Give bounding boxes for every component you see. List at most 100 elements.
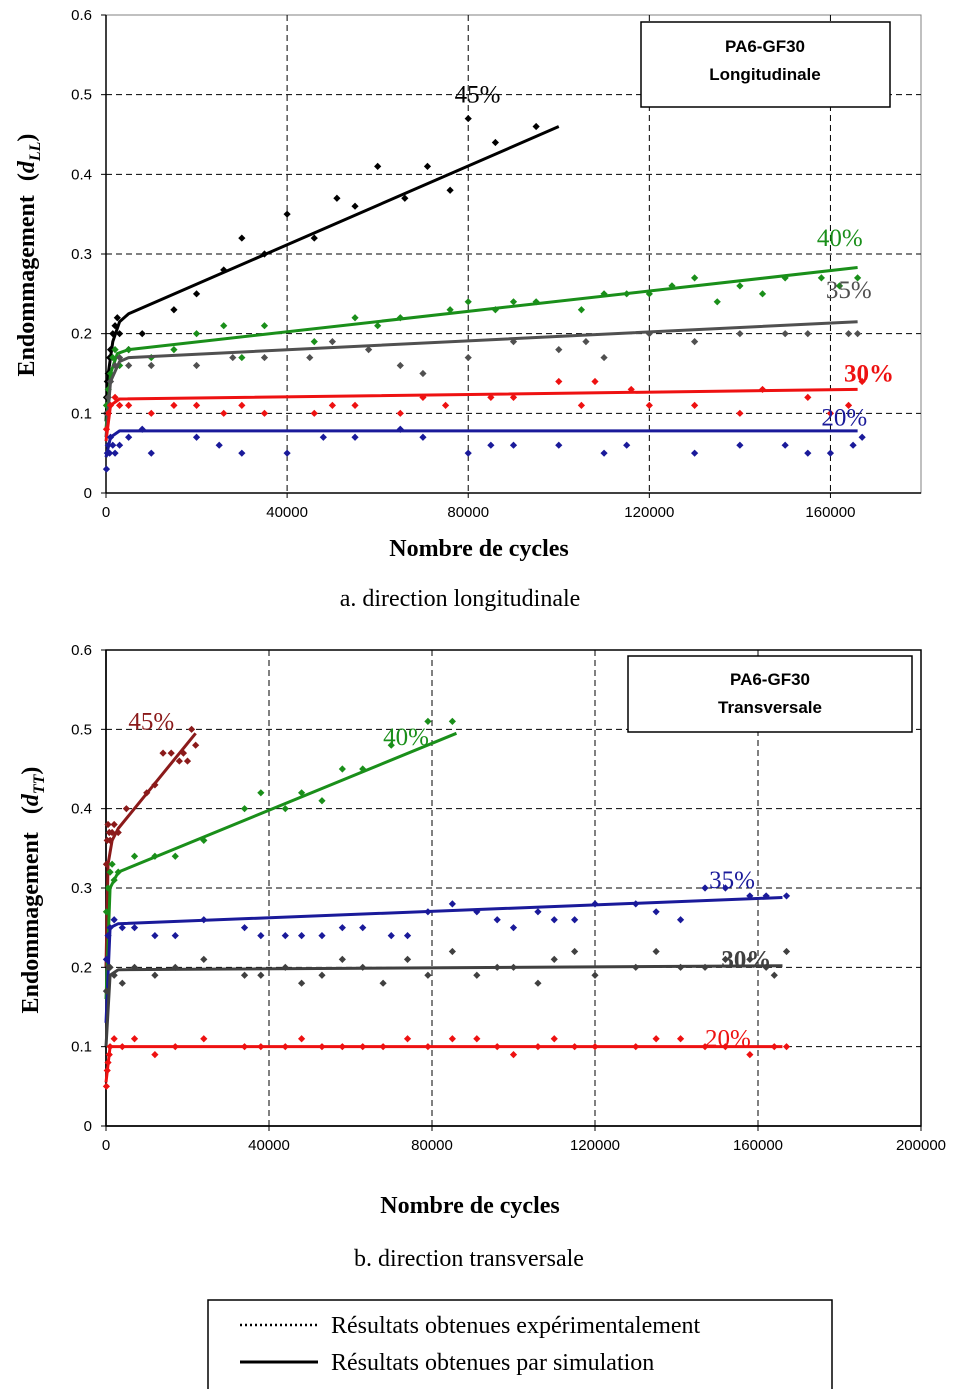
data-point bbox=[701, 884, 709, 892]
data-point bbox=[192, 330, 201, 338]
data-point bbox=[159, 749, 167, 757]
info-box-b bbox=[627, 655, 913, 733]
data-point bbox=[550, 955, 558, 963]
info-box-a bbox=[640, 21, 891, 108]
simulation-line bbox=[104, 896, 783, 1023]
data-point bbox=[338, 924, 346, 932]
series-label: 20% bbox=[821, 404, 867, 431]
data-point bbox=[110, 1035, 118, 1043]
x-tick-label: 40000 bbox=[266, 504, 308, 521]
series-label: 40% bbox=[383, 724, 429, 751]
data-point bbox=[167, 749, 175, 757]
series-label: 45% bbox=[128, 708, 174, 735]
y-tick-label: 0.4 bbox=[71, 801, 92, 818]
data-point bbox=[374, 322, 382, 330]
data-point bbox=[645, 290, 653, 298]
data-point bbox=[534, 979, 542, 987]
data-point bbox=[109, 441, 117, 449]
data-point bbox=[192, 361, 201, 370]
marks-b bbox=[102, 650, 921, 1127]
data-point bbox=[509, 441, 518, 449]
y-tick-label: 0 bbox=[84, 1118, 92, 1135]
data-point bbox=[111, 393, 119, 401]
data-point bbox=[111, 322, 119, 330]
data-point bbox=[509, 298, 518, 306]
x-tick-label: 160000 bbox=[805, 504, 855, 521]
data-point bbox=[423, 162, 432, 170]
data-point bbox=[464, 353, 472, 362]
data-point bbox=[111, 449, 119, 457]
simulation-line bbox=[104, 964, 783, 1047]
y-ticks-a: 0 0.1 0.2 0.3 0.4 0.5 0.6 bbox=[71, 7, 106, 502]
data-point bbox=[509, 393, 518, 401]
data-point bbox=[238, 401, 246, 409]
data-point bbox=[281, 805, 289, 813]
data-point bbox=[115, 330, 124, 338]
data-point bbox=[319, 433, 327, 441]
x-tick-label: 0 bbox=[102, 504, 110, 521]
y-axis-title-b-symbol: d bbox=[18, 793, 44, 806]
data-point bbox=[804, 449, 812, 457]
data-point bbox=[419, 433, 427, 441]
y-tick-label: 0.5 bbox=[71, 87, 92, 104]
data-point bbox=[108, 860, 116, 868]
data-point bbox=[826, 409, 835, 417]
data-point bbox=[151, 1051, 159, 1059]
data-point bbox=[238, 234, 246, 242]
data-point bbox=[187, 725, 196, 733]
data-point bbox=[179, 749, 188, 757]
data-point bbox=[106, 449, 114, 457]
data-point bbox=[171, 852, 179, 860]
x-ticks-a: 0 40000 80000 120000 160000 bbox=[102, 493, 855, 521]
data-point bbox=[844, 330, 853, 338]
data-point bbox=[736, 441, 744, 449]
chart-transversal: 0 40000 80000 120000 160000 200000 0 0.1 0.2 0.3… bbox=[18, 642, 946, 1272]
legend: Résultats obtenues expérimentalement Rés… bbox=[207, 1299, 833, 1389]
data-point bbox=[403, 932, 412, 940]
data-point bbox=[110, 820, 118, 829]
data-point bbox=[473, 971, 481, 979]
info-box-b-line2: Transversale bbox=[718, 698, 822, 717]
data-point bbox=[555, 346, 563, 354]
data-point bbox=[338, 765, 346, 773]
series-label: 20% bbox=[705, 1026, 751, 1053]
data-point bbox=[781, 330, 789, 338]
y-tick-label: 0.4 bbox=[71, 166, 92, 183]
data-point bbox=[220, 322, 228, 330]
data-point bbox=[122, 805, 130, 813]
data-point bbox=[118, 924, 126, 932]
data-point bbox=[298, 932, 306, 940]
data-point bbox=[238, 449, 246, 457]
data-point bbox=[257, 789, 265, 797]
series-label: 30% bbox=[721, 946, 771, 973]
x-axis-title-a: Nombre de cycles bbox=[389, 536, 569, 562]
data-point bbox=[111, 346, 119, 354]
data-point bbox=[240, 924, 249, 932]
data-point bbox=[306, 353, 314, 362]
data-point bbox=[106, 868, 114, 876]
x-tick-label: 120000 bbox=[624, 504, 674, 521]
data-point bbox=[170, 401, 178, 409]
simulation-line bbox=[104, 320, 858, 438]
series-labels-b: 45% 40% 35% 30% 20% bbox=[128, 708, 771, 1052]
data-point bbox=[582, 338, 590, 346]
data-point bbox=[493, 916, 501, 924]
data-point bbox=[555, 441, 563, 449]
x-tick-label: 120000 bbox=[570, 1137, 620, 1154]
data-point bbox=[106, 963, 114, 971]
data-point bbox=[175, 757, 183, 765]
data-point bbox=[781, 274, 789, 282]
data-point bbox=[424, 717, 432, 725]
data-point bbox=[691, 401, 699, 409]
data-point bbox=[102, 465, 111, 473]
data-point bbox=[591, 377, 599, 386]
data-point bbox=[151, 932, 159, 940]
x-ticks-b: 0 40000 80000 120000 160000 200000 bbox=[102, 1126, 946, 1154]
data-point bbox=[403, 955, 412, 963]
y-tick-label: 0 bbox=[84, 485, 92, 502]
series-label: 30% bbox=[844, 360, 894, 387]
data-point bbox=[487, 393, 495, 401]
x-axis-title-b: Nombre de cycles bbox=[380, 1193, 560, 1219]
caption-a: a. direction longitudinale bbox=[340, 586, 581, 612]
data-point bbox=[396, 409, 404, 417]
